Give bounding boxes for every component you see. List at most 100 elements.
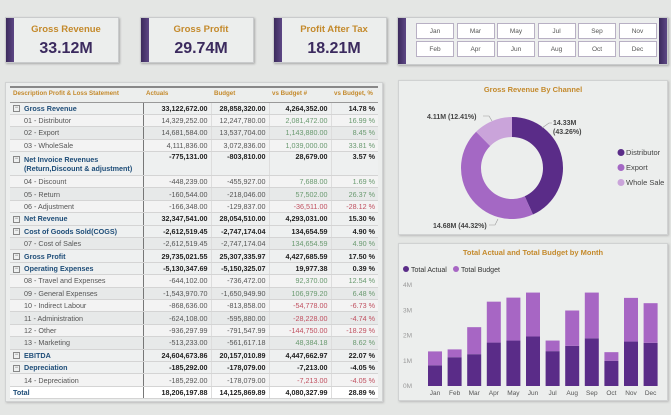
pnl-matrix: Description Profit & Loss Statement Actua… — [10, 86, 378, 400]
month-button-feb[interactable]: Feb — [416, 41, 454, 57]
month-button-dec[interactable]: Dec — [618, 41, 657, 57]
collapse-icon[interactable]: − — [13, 105, 20, 113]
bar-total-actual-jan[interactable] — [428, 365, 442, 386]
collapse-icon[interactable]: − — [13, 364, 20, 372]
budget-cell: -595,880.00 — [210, 311, 269, 325]
month-button-may[interactable]: May — [497, 23, 535, 39]
row-label-cell: − Depreciation — [10, 361, 143, 375]
table-row: 04 - Discount -448,239.00 -455,927.00 7,688… — [10, 175, 378, 189]
vs-pct-cell: 6.48 % — [330, 287, 378, 300]
actual-cell: 24,604,673.86 — [142, 349, 211, 362]
bar-total-actual-may[interactable] — [506, 340, 521, 386]
column-header[interactable]: vs Budget, % — [331, 86, 378, 103]
month-button-aug[interactable]: Aug — [537, 41, 576, 57]
month-button-sep[interactable]: Sep — [578, 23, 616, 39]
bar-total-actual-nov[interactable] — [624, 341, 638, 386]
month-button-apr[interactable]: Apr — [456, 41, 495, 57]
month-button-jun[interactable]: Jun — [497, 41, 535, 57]
row-label: 09 - General Expenses — [24, 288, 98, 298]
vs-num-cell: -28,228.00 — [268, 311, 331, 325]
bar-total-budget-may[interactable] — [506, 297, 521, 341]
bar-total-budget-apr[interactable] — [486, 301, 501, 343]
donut-slice-whole-sale[interactable] — [476, 117, 512, 146]
kpi-value: 29.74M — [174, 40, 228, 57]
group-row: − Net Revenue 32,347,541.00 28,054,510.00 4,… — [10, 212, 378, 226]
budget-cell: -218,046.00 — [210, 187, 269, 201]
actual-cell: -185,292.00 — [142, 373, 211, 387]
donut-chart: 14.33M (43.26%) 14.68M (44.32%) 4.11M (12.4… — [427, 114, 664, 230]
table-row: 10 - Indirect Labour -868,636.00 -813,858.… — [10, 299, 378, 313]
y-tick-label: 4M — [403, 282, 412, 289]
month-button-oct[interactable]: Oct — [578, 41, 616, 57]
row-label: 08 - Travel and Expenses — [24, 276, 106, 286]
row-label: Total — [13, 387, 30, 397]
legend-item[interactable]: Total Actual — [411, 267, 447, 274]
column-header[interactable]: Actuals — [143, 86, 211, 103]
collapse-icon[interactable]: − — [13, 352, 20, 360]
row-label-cell: Total — [10, 386, 143, 400]
bar-total-budget-nov[interactable] — [624, 297, 638, 342]
collapse-icon[interactable]: − — [13, 228, 20, 236]
column-header[interactable]: Description Profit & Loss Statement — [10, 86, 143, 103]
bar-total-actual-dec[interactable] — [643, 342, 658, 386]
bar-total-actual-mar[interactable] — [467, 354, 482, 386]
column-header[interactable]: Budget — [211, 86, 269, 103]
vs-num-cell: -36,511.00 — [268, 200, 331, 214]
legend-item[interactable]: Total Budget — [461, 267, 500, 274]
bar-total-actual-sep[interactable] — [584, 338, 599, 386]
month-button-mar[interactable]: Mar — [456, 23, 495, 39]
x-tick-label: Mar — [469, 390, 481, 397]
collapse-icon[interactable]: − — [13, 216, 20, 224]
bar-total-budget-aug[interactable] — [565, 310, 580, 346]
vs-num-cell: 1,039,000.00 — [268, 139, 331, 153]
table-row: 03 - WholeSale 4,111,836.00 3,072,836.00 1,… — [10, 139, 378, 153]
legend-marker — [617, 149, 625, 156]
vs-pct-cell: 0.39 % — [330, 262, 378, 276]
bar-total-budget-feb[interactable] — [447, 349, 462, 358]
month-button-jul[interactable]: Jul — [537, 23, 576, 39]
budget-cell: -2,747,174.04 — [210, 225, 269, 239]
group-row: − Cost of Goods Sold(COGS) -2,612,519.45 -2… — [10, 225, 378, 239]
month-button-jan[interactable]: Jan — [416, 23, 454, 39]
collapse-icon[interactable]: − — [13, 253, 20, 261]
vs-num-cell: 106,979.20 — [268, 287, 331, 300]
row-label-cell: 04 - Discount — [10, 175, 143, 189]
bar-total-budget-dec[interactable] — [643, 303, 658, 343]
bar-total-budget-jul[interactable] — [545, 340, 560, 352]
column-header[interactable]: vs Budget # — [269, 86, 331, 103]
row-label: Operating Expenses — [24, 263, 94, 273]
row-label-cell: 07 - Cost of Sales — [10, 237, 143, 251]
vs-pct-cell: 3.57 % — [330, 151, 378, 177]
kpi-card-profit-after-tax: Profit After Tax 18.21M — [273, 17, 387, 63]
vs-num-cell: 1,143,880.00 — [268, 126, 331, 140]
vs-pct-cell: -28.12 % — [330, 200, 378, 214]
bar-total-budget-jun[interactable] — [526, 292, 540, 337]
bar-total-actual-feb[interactable] — [447, 357, 462, 386]
bar-total-budget-oct[interactable] — [604, 352, 619, 361]
x-tick-label: Oct — [606, 390, 616, 397]
bar-total-budget-mar[interactable] — [467, 327, 482, 355]
bar-total-budget-sep[interactable] — [584, 292, 599, 339]
month-button-nov[interactable]: Nov — [618, 23, 657, 39]
bar-total-actual-jun[interactable] — [526, 336, 540, 386]
stacked-bar-chart: 0M 1M 2M 3M 4M Total Actual Total Budget Jan Feb… — [403, 266, 658, 397]
bar-total-actual-aug[interactable] — [565, 345, 580, 386]
actual-cell: -166,348.00 — [142, 200, 211, 214]
bar-total-budget-jan[interactable] — [428, 351, 442, 366]
collapse-icon[interactable]: − — [13, 265, 20, 273]
pnl-matrix-panel: Description Profit & Loss Statement Actua… — [5, 82, 383, 402]
legend-item[interactable]: Distributor — [626, 148, 661, 157]
donut-slice-export[interactable] — [461, 131, 533, 219]
row-label-cell: − Gross Revenue — [10, 102, 143, 115]
row-label: 01 - Distributor — [24, 116, 72, 126]
legend-item[interactable]: Whole Sale — [626, 178, 664, 187]
bar-total-actual-oct[interactable] — [604, 360, 619, 386]
budget-cell: -791,547.99 — [210, 324, 269, 338]
bar-total-actual-apr[interactable] — [486, 342, 501, 386]
legend-marker — [617, 179, 625, 186]
kpi-card-gross-revenue: Gross Revenue 33.12M — [5, 17, 119, 63]
donut-slice-distributor[interactable] — [512, 117, 563, 215]
legend-item[interactable]: Export — [626, 163, 649, 172]
bar-total-actual-jul[interactable] — [545, 351, 560, 386]
collapse-icon[interactable]: − — [13, 156, 20, 164]
